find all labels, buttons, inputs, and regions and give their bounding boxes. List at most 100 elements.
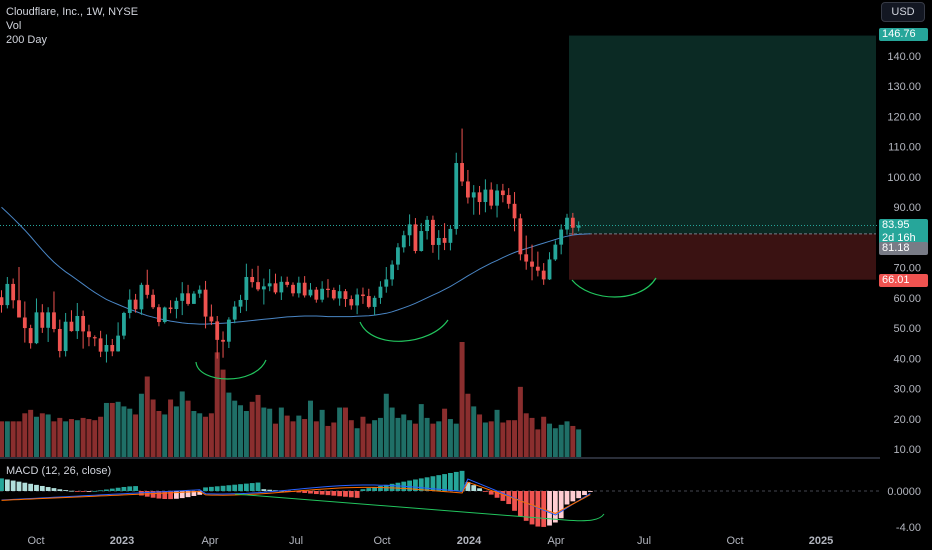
volume-bar — [360, 416, 366, 457]
volume-bar — [325, 425, 331, 457]
macd-histogram-bar — [430, 476, 436, 491]
candle-body — [500, 190, 505, 196]
volume-bar — [74, 420, 80, 457]
volume-bar — [39, 413, 45, 457]
macd-indicator-label[interactable]: MACD (12, 26, close) — [6, 465, 112, 477]
volume-indicator-label[interactable]: Vol — [6, 20, 22, 32]
candle-body — [81, 315, 86, 332]
candle-body — [349, 299, 354, 306]
chart-legend: Cloudflare, Inc., 1W, NYSE Vol 200 Day — [6, 5, 138, 47]
volume-bar — [133, 414, 139, 457]
volume-bar — [33, 416, 39, 457]
volume-bar — [407, 420, 413, 457]
candle-body — [151, 294, 155, 308]
volume-bar — [453, 423, 459, 457]
macd-histogram-bar — [459, 470, 465, 491]
macd-histogram-bar — [150, 491, 156, 498]
candle-body — [157, 307, 161, 323]
candle-body — [191, 293, 196, 304]
macd-histogram-bar — [267, 489, 273, 491]
volume-bar — [331, 422, 337, 457]
candle-body — [104, 345, 109, 352]
candle-body — [372, 297, 377, 307]
macd-histogram-bar — [261, 489, 267, 491]
macd-histogram-bar — [465, 482, 471, 491]
volume-bar — [512, 420, 518, 457]
volume-bar — [22, 413, 28, 457]
volume-bar — [430, 423, 436, 457]
macd-histogram-bar — [488, 491, 494, 495]
candle-body — [261, 286, 266, 290]
macd-histogram-bar — [238, 484, 243, 491]
macd-histogram-bar — [34, 484, 39, 491]
volume-bar — [523, 413, 529, 457]
candle-body — [215, 321, 220, 340]
macd-histogram-bar — [378, 485, 383, 491]
macd-histogram-bar — [308, 491, 313, 494]
candle-body — [314, 289, 319, 300]
macd-histogram-bar — [63, 490, 69, 491]
candle-body — [145, 284, 150, 295]
candle-body — [384, 279, 389, 287]
macd-histogram-bar — [232, 484, 238, 491]
stop-price-tag: 66.01 — [879, 274, 928, 287]
macd-histogram-bar — [471, 485, 477, 491]
volume-bar — [541, 416, 547, 457]
volume-bar — [529, 417, 535, 457]
price-axis-label: 20.00 — [893, 414, 921, 426]
candle-body — [460, 163, 464, 182]
candle-body — [28, 328, 33, 344]
candle-body — [52, 312, 56, 329]
macd-histogram-bar — [477, 488, 482, 491]
volume-bar — [109, 402, 115, 457]
macd-histogram-bar — [348, 491, 354, 498]
macd-histogram-bar — [482, 491, 488, 492]
volume-bar — [459, 342, 465, 457]
volume-bar — [366, 423, 372, 457]
macd-histogram-bar — [442, 474, 447, 491]
ma200-line — [1, 206, 591, 325]
candle-body — [396, 247, 400, 265]
candle-body — [296, 282, 301, 294]
macd-histogram-bar — [162, 491, 168, 499]
candle-body — [75, 315, 80, 332]
time-axis-label: Oct — [726, 535, 743, 547]
volume-bar — [547, 423, 553, 457]
symbol-title[interactable]: Cloudflare, Inc., 1W, NYSE — [6, 6, 139, 18]
macd-histogram-bar — [16, 481, 22, 491]
macd-histogram-bar — [249, 483, 255, 491]
price-axis-label: 40.00 — [893, 353, 921, 365]
volume-bar — [377, 417, 383, 457]
volume-bar — [389, 407, 395, 457]
macd-histogram-bar — [535, 491, 541, 527]
macd-histogram-bar — [319, 491, 325, 495]
macd-histogram-bar — [494, 491, 500, 498]
target-price-tag: 146.76 — [879, 28, 928, 41]
time-axis-label: Oct — [27, 535, 44, 547]
candle-body — [477, 192, 482, 203]
candle-body — [547, 259, 552, 280]
candle-body — [133, 299, 138, 310]
candle-body — [565, 217, 569, 230]
currency-button[interactable]: USD — [881, 2, 925, 22]
volume-bar — [68, 419, 74, 457]
candle-body — [489, 189, 494, 206]
candle-body — [506, 195, 511, 204]
volume-bar — [144, 376, 150, 457]
macd-histogram-bar — [10, 480, 16, 491]
macd-histogram-bar — [104, 489, 109, 491]
ma-indicator-label[interactable]: 200 Day — [6, 34, 47, 46]
cup-annotation — [195, 359, 267, 380]
time-axis-label: 2023 — [110, 535, 134, 547]
target-zone — [569, 35, 876, 234]
candle-body — [308, 289, 313, 296]
volume-bar — [162, 414, 168, 457]
macd-histogram-bar — [570, 491, 576, 502]
volume-bar — [488, 421, 494, 457]
volume-bar — [261, 407, 267, 457]
candle-body — [466, 181, 470, 198]
volume-bar — [290, 421, 296, 457]
time-axis-label: Jul — [289, 535, 303, 547]
macd-histogram-bar — [313, 491, 319, 495]
